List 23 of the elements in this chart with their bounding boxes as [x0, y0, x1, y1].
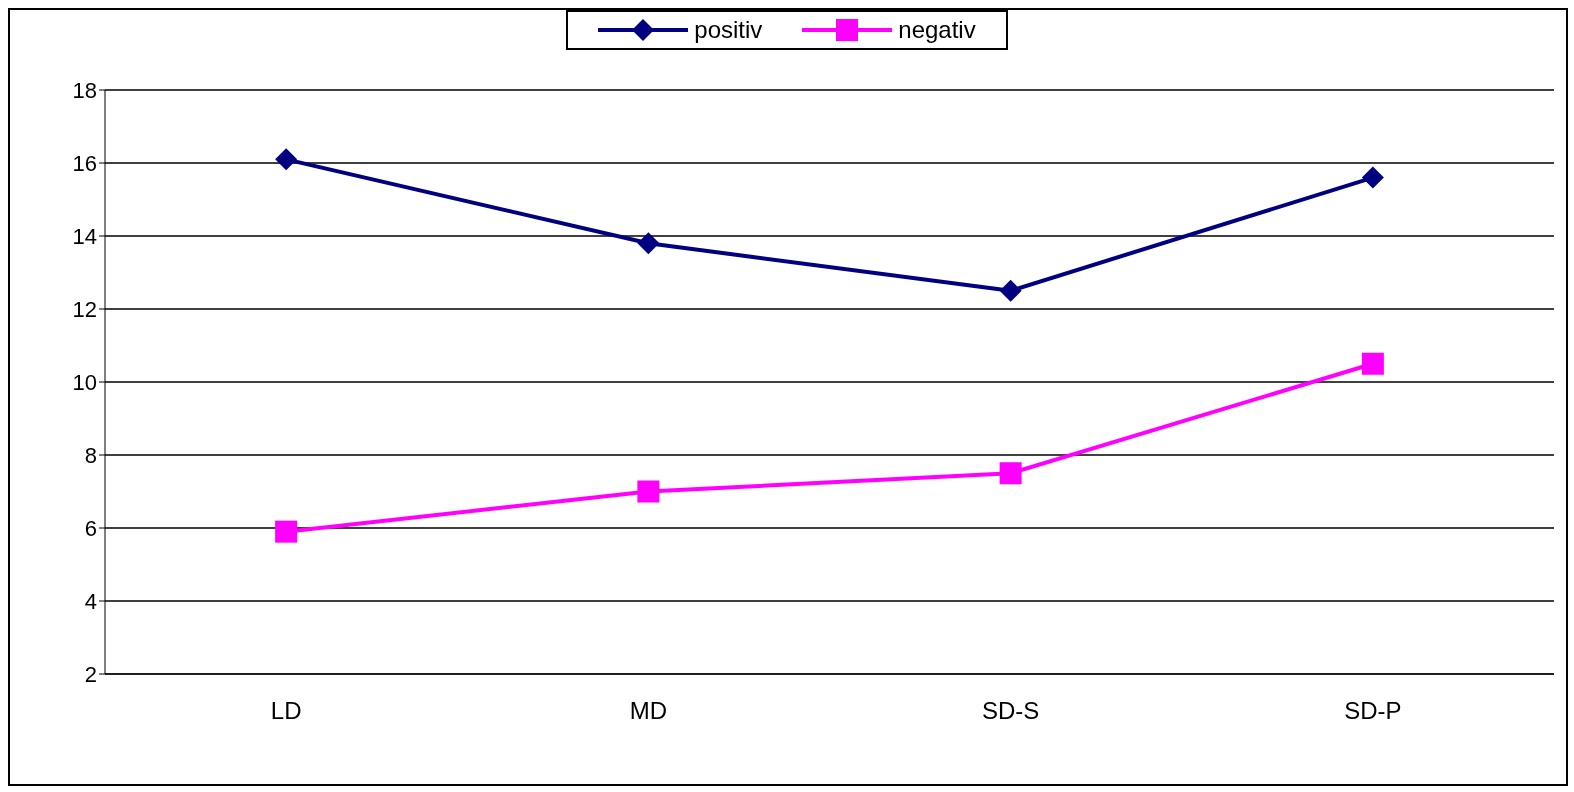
y-tick-label: 14 — [72, 223, 97, 249]
x-tick-label: SD-S — [981, 697, 1040, 725]
y-tick-label: 4 — [84, 588, 97, 614]
y-tick-label: 16 — [72, 150, 97, 176]
legend-label: positiv — [694, 16, 763, 44]
point — [999, 279, 1022, 302]
point — [1361, 352, 1384, 375]
x-tick-label: SD-P — [1344, 697, 1402, 725]
x-tick-label: MD — [629, 697, 668, 725]
y-tick-label: 8 — [84, 442, 97, 468]
y-tick-label: 18 — [72, 77, 97, 103]
point — [999, 462, 1022, 485]
y-tick-label: 12 — [72, 296, 97, 322]
legend-label: negativ — [898, 16, 976, 44]
point — [275, 520, 298, 543]
point — [637, 480, 660, 503]
y-tick-label: 10 — [72, 369, 97, 395]
y-tick-label: 6 — [84, 515, 97, 541]
point — [275, 148, 298, 171]
point — [637, 232, 660, 255]
x-tick-label: LD — [270, 697, 302, 725]
y-tick-label: 2 — [84, 661, 97, 687]
point — [1361, 166, 1384, 189]
